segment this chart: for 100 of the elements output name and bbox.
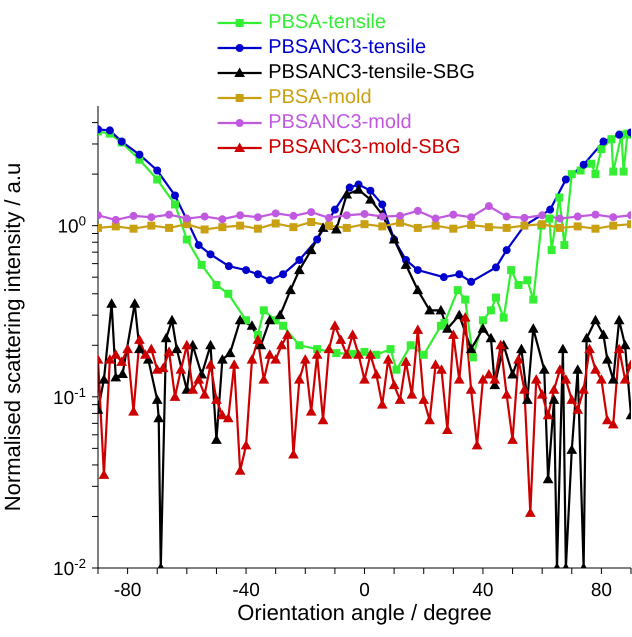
point bbox=[484, 223, 493, 232]
x-tick-label: -40 bbox=[232, 580, 260, 601]
point bbox=[514, 281, 522, 290]
point bbox=[224, 262, 233, 270]
point bbox=[420, 350, 428, 359]
point bbox=[218, 215, 226, 224]
x-tick-label: -80 bbox=[114, 580, 142, 601]
point bbox=[414, 206, 422, 215]
point bbox=[254, 270, 262, 278]
point bbox=[396, 218, 404, 227]
y-tick-label: 10$^{0}$ bbox=[57, 213, 86, 238]
point bbox=[295, 256, 304, 264]
point bbox=[206, 250, 215, 258]
point bbox=[449, 210, 458, 219]
point bbox=[392, 366, 400, 374]
point bbox=[454, 286, 462, 294]
point bbox=[165, 224, 174, 232]
point bbox=[135, 150, 144, 159]
point bbox=[378, 200, 386, 208]
y-tick-label: 10$^{-2}$ bbox=[53, 556, 86, 580]
point bbox=[260, 306, 268, 314]
point bbox=[342, 224, 351, 232]
point bbox=[153, 166, 162, 174]
point bbox=[468, 353, 477, 362]
point bbox=[545, 214, 554, 223]
y-axis-title: Normalised scattering intensity / a.u bbox=[0, 162, 25, 512]
point bbox=[555, 194, 564, 202]
point bbox=[378, 222, 386, 230]
point bbox=[615, 130, 624, 139]
point bbox=[478, 316, 487, 324]
point bbox=[254, 213, 262, 222]
point bbox=[607, 135, 616, 144]
point bbox=[279, 322, 288, 330]
legend-label: PBSA-mold bbox=[268, 85, 372, 110]
point bbox=[289, 223, 298, 232]
point bbox=[492, 263, 500, 272]
point bbox=[597, 145, 606, 154]
point bbox=[332, 349, 340, 358]
point bbox=[414, 224, 422, 232]
point bbox=[170, 200, 179, 208]
point bbox=[396, 212, 404, 220]
point bbox=[467, 213, 476, 222]
point bbox=[548, 246, 556, 254]
point bbox=[432, 214, 440, 223]
point bbox=[224, 290, 232, 298]
point bbox=[538, 211, 546, 220]
point bbox=[556, 224, 564, 232]
point bbox=[313, 236, 322, 244]
point bbox=[599, 138, 608, 146]
point bbox=[574, 222, 582, 230]
point bbox=[194, 241, 203, 250]
point bbox=[520, 214, 528, 222]
point bbox=[406, 341, 415, 350]
point bbox=[609, 213, 618, 222]
point bbox=[455, 270, 464, 278]
point bbox=[507, 266, 516, 274]
point bbox=[198, 260, 206, 269]
point bbox=[449, 224, 458, 233]
point bbox=[346, 184, 354, 192]
point bbox=[576, 166, 585, 174]
point bbox=[440, 318, 448, 327]
point bbox=[386, 345, 395, 354]
point bbox=[467, 220, 476, 229]
point bbox=[153, 176, 162, 184]
point bbox=[279, 270, 288, 278]
point bbox=[591, 224, 600, 233]
point bbox=[212, 281, 220, 290]
point bbox=[568, 170, 576, 178]
point bbox=[182, 236, 191, 244]
point bbox=[330, 206, 339, 214]
point bbox=[587, 160, 596, 168]
point bbox=[609, 168, 618, 176]
point bbox=[218, 223, 226, 232]
legend-label: PBSANC3-tensile bbox=[268, 35, 426, 60]
point bbox=[591, 210, 600, 219]
point bbox=[130, 224, 138, 233]
x-axis-title: Orientation angle / degree bbox=[237, 600, 492, 625]
point bbox=[562, 176, 570, 184]
point bbox=[467, 278, 476, 286]
point bbox=[342, 211, 351, 220]
y-tick-label: 10$^{-1}$ bbox=[53, 384, 86, 409]
point bbox=[130, 212, 138, 220]
point bbox=[266, 276, 274, 284]
point bbox=[440, 273, 448, 282]
point bbox=[502, 212, 511, 221]
point bbox=[360, 220, 368, 228]
point bbox=[165, 210, 174, 219]
point bbox=[560, 241, 568, 250]
point bbox=[591, 170, 600, 178]
point bbox=[242, 266, 250, 274]
point bbox=[500, 314, 508, 322]
point bbox=[112, 216, 120, 224]
point bbox=[236, 211, 244, 220]
point bbox=[620, 168, 628, 176]
point bbox=[289, 212, 298, 220]
point bbox=[492, 294, 500, 302]
point bbox=[523, 276, 532, 284]
point bbox=[502, 224, 511, 232]
point bbox=[432, 222, 440, 230]
point bbox=[307, 208, 316, 216]
